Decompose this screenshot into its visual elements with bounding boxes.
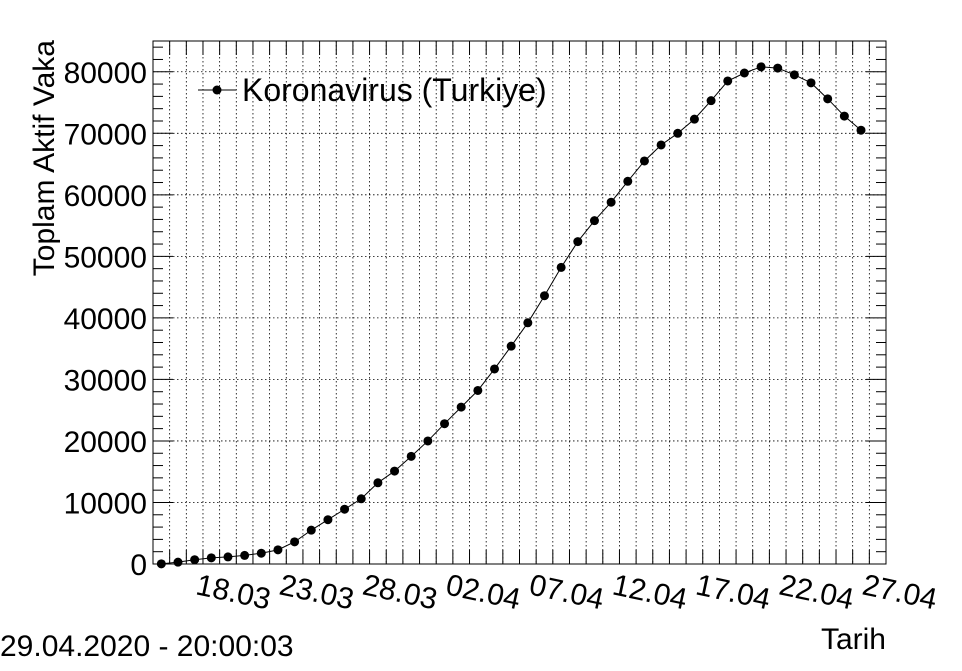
data-point [290,537,300,547]
data-point [256,548,266,558]
timestamp-label: 29.04.2020 - 20:00:03 [0,630,294,663]
x-tick-label: 23.03 [276,569,356,617]
data-point [190,555,200,565]
data-point [723,76,733,86]
axis-ticks [152,41,887,565]
data-point [223,552,233,562]
data-point [739,68,749,78]
data-point [689,114,699,124]
legend-label: Koronavirus (Turkiye) [242,72,547,108]
data-point [456,402,466,412]
y-tick-label: 10000 [64,487,147,520]
data-point [756,62,766,72]
grid [153,41,886,565]
data-point [806,78,816,88]
data-point [556,262,566,272]
data-point [656,140,666,150]
x-tick-label: 28.03 [360,569,440,617]
data-point [373,478,383,488]
data-point [340,504,350,514]
data-point [273,545,283,555]
data-point [673,128,683,138]
data-point [240,550,250,560]
data-point [539,291,549,301]
legend: Koronavirus (Turkiye) [198,72,547,108]
data-point [173,557,183,567]
data-point [789,70,799,80]
data-point [490,364,500,374]
data-point [423,436,433,446]
data-point [523,318,533,328]
data-point [856,125,866,135]
x-tick-label: 18.03 [193,569,273,617]
y-tick-label: 50000 [64,241,147,274]
y-tick-label: 20000 [64,426,147,459]
x-tick-label: 22.04 [776,569,856,617]
data-point [606,197,616,207]
data-point [406,451,416,461]
data-point [573,237,583,247]
y-tick-labels: 0 10000 20000 30000 40000 50000 60000 70000 8000… [64,57,147,582]
x-tick-label: 07.04 [526,569,606,617]
data-point [390,466,400,476]
series-line [161,66,862,565]
data-point [639,156,649,166]
data-point [156,559,166,569]
data-point [306,525,316,535]
x-tick-label: 02.04 [443,569,523,617]
x-tick-label: 27.04 [860,569,940,617]
y-tick-label: 30000 [64,364,147,397]
data-point [773,63,783,73]
data-point [473,385,483,395]
x-tick-label: 12.04 [610,569,690,617]
data-point [823,94,833,104]
data-point [440,419,450,429]
data-point [589,216,599,226]
data-point [206,553,216,563]
data-point [356,494,366,504]
y-tick-label: 0 [130,549,147,582]
data-point [506,341,516,351]
data-point [839,111,849,121]
x-tick-label: 17.04 [693,569,773,617]
legend-marker [212,85,222,95]
data-point [323,515,333,525]
y-axis-label: Toplam Aktif Vaka [28,40,61,277]
y-tick-label: 60000 [64,180,147,213]
y-tick-label: 40000 [64,303,147,336]
x-axis-label: Tarih [821,623,886,656]
data-point [706,96,716,106]
series-layer [156,62,866,569]
y-tick-label: 70000 [64,118,147,151]
data-point [623,176,633,186]
y-tick-label: 80000 [64,57,147,90]
x-tick-labels: 18.03 23.03 28.03 02.04 07.04 12.04 17.04 22.04… [193,569,940,617]
